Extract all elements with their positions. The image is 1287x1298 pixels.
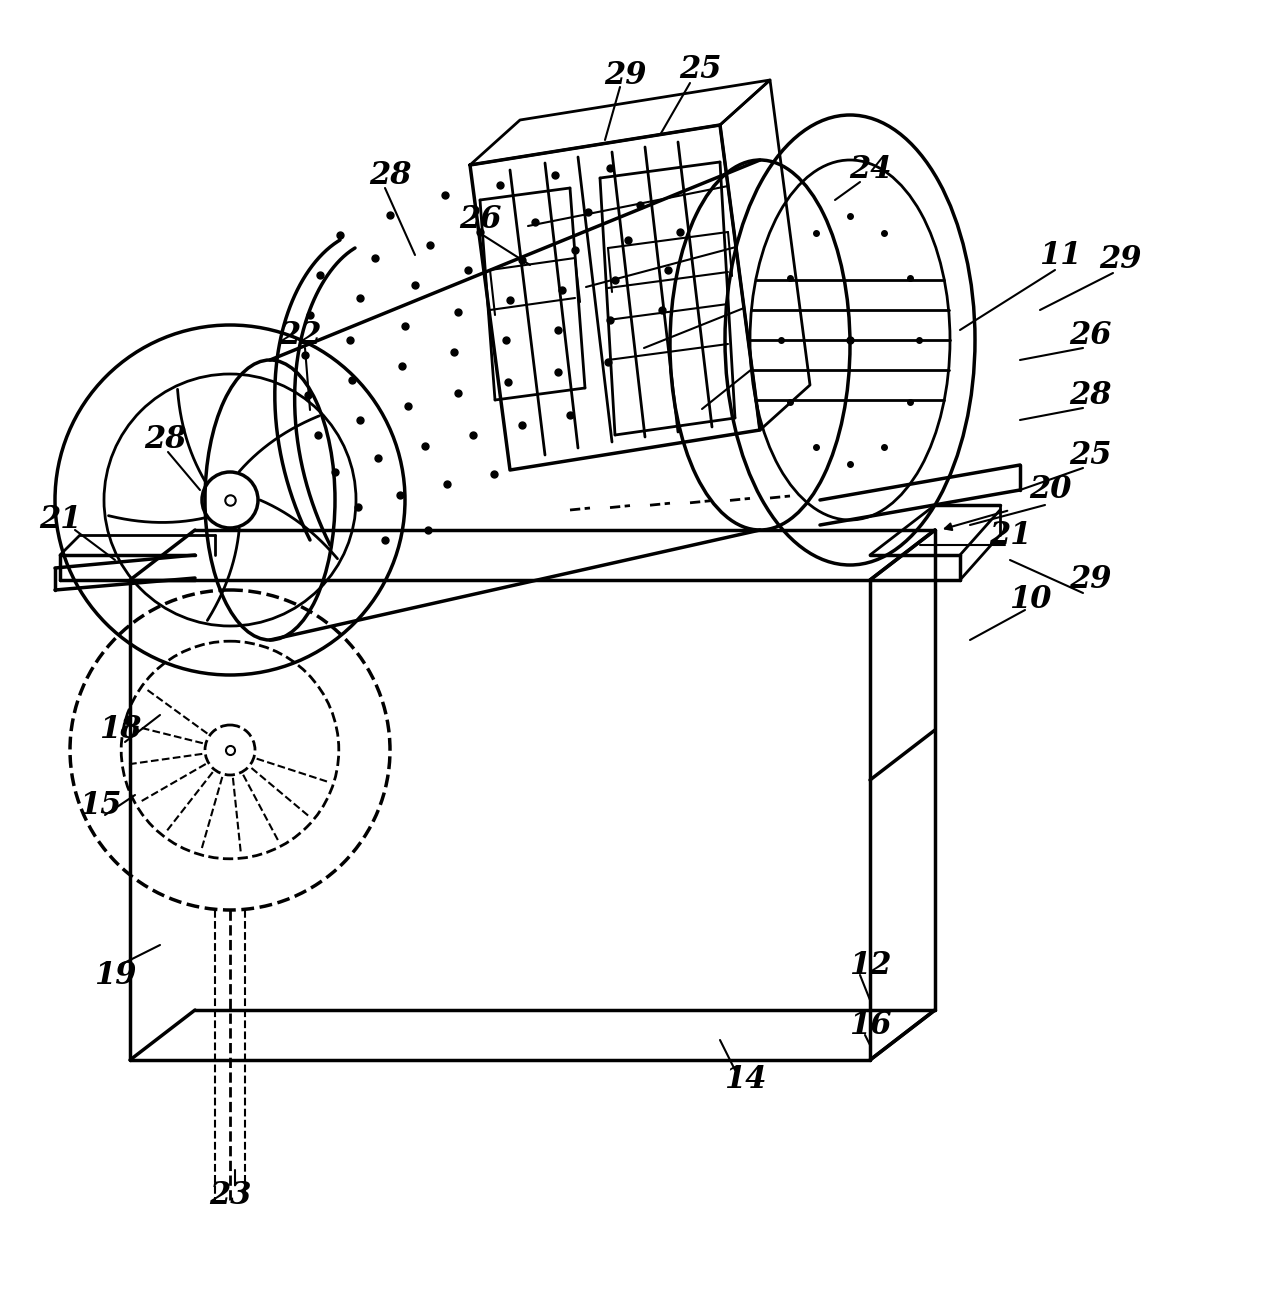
- Text: 25: 25: [1068, 440, 1111, 470]
- Text: 16: 16: [848, 1010, 892, 1041]
- Text: 28: 28: [144, 424, 187, 456]
- Text: 23: 23: [208, 1180, 251, 1211]
- Text: 14: 14: [723, 1064, 766, 1096]
- Text: 25: 25: [678, 55, 721, 86]
- Text: 19: 19: [94, 959, 136, 990]
- Text: 18: 18: [99, 714, 142, 745]
- Text: 15: 15: [79, 789, 121, 820]
- Text: 20: 20: [1028, 475, 1071, 505]
- Text: 28: 28: [369, 160, 412, 191]
- Text: 28: 28: [1068, 379, 1111, 410]
- Text: 29: 29: [604, 60, 646, 91]
- Text: 22: 22: [279, 319, 322, 350]
- Text: 29: 29: [1099, 244, 1142, 275]
- Text: 26: 26: [1068, 319, 1111, 350]
- Text: 12: 12: [848, 950, 892, 980]
- Text: 26: 26: [458, 205, 501, 235]
- Text: 21: 21: [39, 505, 81, 536]
- Text: 24: 24: [848, 154, 892, 186]
- Text: 29: 29: [1068, 565, 1111, 596]
- Text: 11: 11: [1039, 240, 1081, 270]
- Text: 10: 10: [1009, 584, 1051, 615]
- Text: 21: 21: [988, 519, 1031, 550]
